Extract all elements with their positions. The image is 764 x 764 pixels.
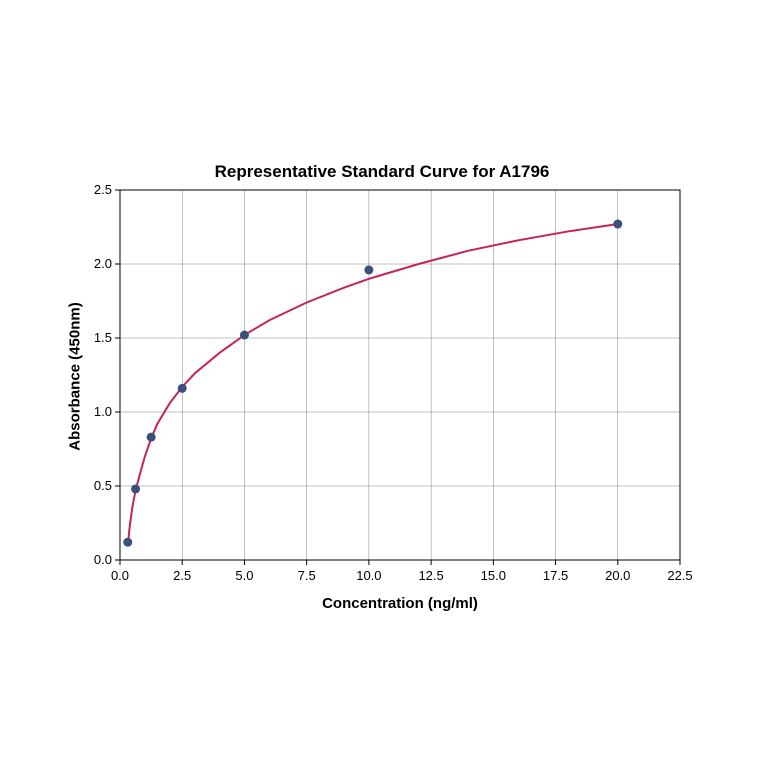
y-tick-label: 1.0 — [82, 404, 112, 419]
x-tick-label: 17.5 — [536, 568, 576, 583]
x-tick-label: 15.0 — [473, 568, 513, 583]
y-tick-label: 2.0 — [82, 256, 112, 271]
y-tick-label: 0.5 — [82, 478, 112, 493]
y-tick-label: 0.0 — [82, 552, 112, 567]
y-tick-label: 1.5 — [82, 330, 112, 345]
x-tick-label: 22.5 — [660, 568, 700, 583]
chart-plot — [0, 0, 764, 764]
x-tick-label: 0.0 — [100, 568, 140, 583]
x-tick-label: 20.0 — [598, 568, 638, 583]
x-tick-label: 7.5 — [287, 568, 327, 583]
x-tick-label: 12.5 — [411, 568, 451, 583]
x-tick-label: 10.0 — [349, 568, 389, 583]
y-tick-label: 2.5 — [82, 182, 112, 197]
x-tick-label: 2.5 — [162, 568, 202, 583]
x-tick-label: 5.0 — [224, 568, 264, 583]
